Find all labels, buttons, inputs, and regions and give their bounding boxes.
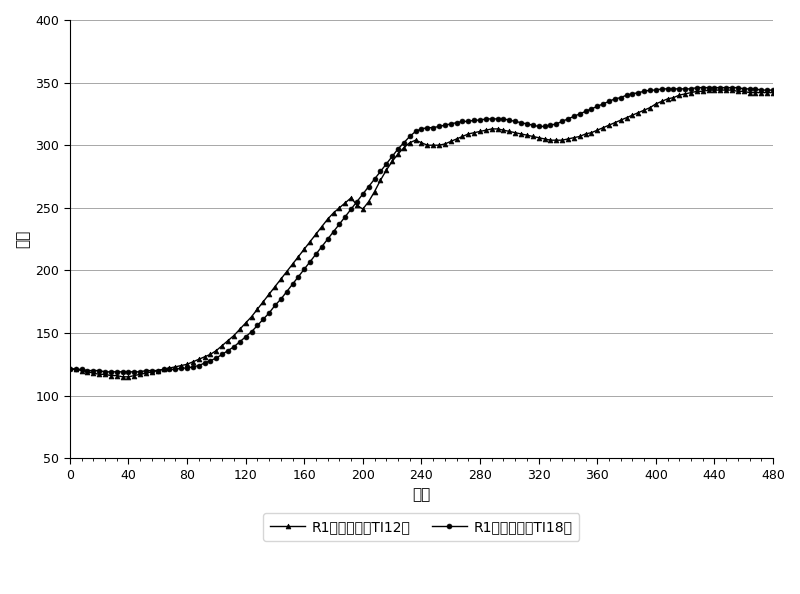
R1出口温度（TI18）	[235, 338, 245, 345]
R1入口温度（TI12）	[235, 326, 245, 333]
R1入口温度（TI12）	[142, 369, 151, 377]
R1出口温度（TI18）	[100, 368, 110, 375]
R1出口温度（TI18）	[733, 84, 742, 91]
R1入口温度（TI12）	[370, 188, 379, 195]
R1出口温度（TI18）	[510, 118, 520, 125]
R1出口温度（TI18）	[546, 122, 555, 129]
X-axis label: 时间: 时间	[412, 487, 430, 502]
Line: R1入口温度（TI12）: R1入口温度（TI12）	[67, 88, 775, 379]
Line: R1出口温度（TI18）: R1出口温度（TI18）	[67, 85, 775, 374]
R1入口温度（TI12）	[704, 87, 714, 94]
R1出口温度（TI18）	[142, 367, 151, 374]
Y-axis label: 温度: 温度	[15, 230, 30, 248]
R1入口温度（TI12）	[733, 88, 742, 95]
R1入口温度（TI12）	[510, 129, 520, 136]
R1出口温度（TI18）	[692, 84, 702, 91]
R1入口温度（TI12）	[65, 365, 74, 372]
R1入口温度（TI12）	[546, 137, 555, 144]
R1出口温度（TI18）	[370, 175, 379, 182]
R1出口温度（TI18）	[65, 366, 74, 373]
R1出口温度（TI18）	[768, 87, 778, 94]
R1入口温度（TI12）	[118, 373, 127, 380]
R1入口温度（TI12）	[768, 89, 778, 96]
Legend: R1入口温度（TI12）, R1出口温度（TI18）: R1入口温度（TI12）, R1出口温度（TI18）	[263, 513, 579, 541]
